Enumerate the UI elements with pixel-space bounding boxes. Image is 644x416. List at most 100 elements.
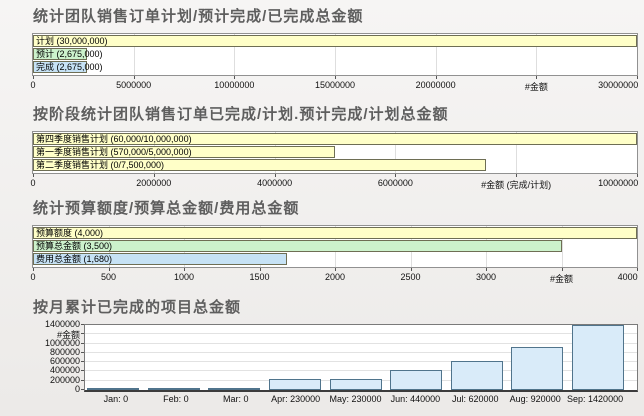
tick-label: 0: [30, 272, 36, 282]
tick-mark: [108, 268, 110, 271]
gridline: [335, 34, 336, 75]
tick-mark: [335, 268, 336, 271]
bar: 预计 (2,675,000): [33, 48, 103, 60]
bar: 费用总金额 (1,680): [33, 253, 287, 265]
tick-label: 3000: [475, 272, 497, 282]
plot-area: 第四季度销售计划 (60,000/10,000,000) 第一季度销售计划 (57…: [32, 131, 638, 174]
tick-label: #金额: [524, 82, 548, 92]
chart-main: Jan: 0 Feb: 0 Mar: 0 Apr: 230000 May: 230000…: [84, 324, 638, 404]
gridline: [85, 351, 637, 353]
tick-mark: [637, 174, 638, 177]
vertical-chart: 0 200000 400000 600000 800000 1000000 #金额 14000…: [32, 319, 638, 404]
tick-label: 15000000: [314, 80, 356, 90]
chart-section-sales-plan: 统计团队销售订单计划/预计完成/已完成总金额 计划 (30,000,000) 预计…: [30, 8, 639, 92]
bars: [87, 325, 624, 390]
chart-title: 按月累计已完成的项目总金额: [33, 299, 242, 316]
tick-label: #金额: [56, 330, 80, 341]
tick-label: 600000: [49, 356, 80, 367]
gridline: [85, 370, 637, 372]
x-tick-label: Sep: 1420000: [567, 394, 624, 404]
tick-mark: [81, 351, 84, 353]
chart-title: 按阶段统计团队销售订单已完成/计划.预计完成/计划总金额: [33, 106, 449, 123]
tick-label: 1000000: [44, 337, 80, 348]
tick-label: 500: [100, 272, 117, 282]
bar: [329, 379, 382, 390]
gridline: [536, 34, 538, 75]
x-tick-label: Feb: 0: [163, 394, 189, 404]
tick-mark: [184, 268, 185, 271]
chart-section-sales-by-stage: 按阶段统计团队销售订单已完成/计划.预计完成/计划总金额 第四季度销售计划 (6…: [30, 106, 638, 190]
bar-label: 完成 (2,675,000): [36, 62, 103, 72]
chart-sales-plan: 计划 (30,000,000) 预计 (2,675,000) 完成 (2,675,0…: [30, 33, 639, 92]
gridline: [85, 333, 637, 335]
y-axis: 0 200000 400000 600000 800000 1000000 #金额 14000…: [32, 319, 84, 394]
tick-mark: [81, 361, 84, 363]
tick-label: #金额 (完成/计划): [481, 180, 552, 190]
tick-label: 6000000: [377, 178, 413, 188]
gridline: [234, 34, 236, 75]
bar-label: 第四季度销售计划 (60,000/10,000,000): [36, 134, 192, 144]
tick-label: 800000: [49, 346, 80, 357]
gridline: [516, 132, 518, 173]
bar: [511, 347, 564, 390]
x-axis: 0 2000000 4000000 6000000 #金额 (完成/计划) 1000000…: [30, 174, 638, 190]
tick-mark: [637, 76, 638, 79]
plot-area: [84, 324, 638, 392]
tick-mark: [536, 76, 538, 79]
x-tick-label: Mar: 0: [222, 394, 249, 404]
chart-monthly-cumulative: 0 200000 400000 600000 800000 1000000 #金额 14000…: [32, 319, 638, 404]
bar: 第四季度销售计划 (60,000/10,000,000): [33, 133, 637, 145]
tick-mark: [410, 268, 412, 271]
bar: 预算额度 (4,000): [33, 227, 637, 239]
bar: [450, 361, 503, 390]
gridline: [85, 361, 637, 363]
tick-label: 400000: [49, 365, 80, 376]
gridline: [85, 342, 637, 344]
tick-label: 200000: [49, 374, 80, 385]
gridline: [395, 132, 397, 173]
bar: 第一季度销售计划 (570,000/5,000,000): [33, 146, 335, 158]
tick-mark: [81, 324, 84, 325]
tick-mark: [561, 268, 563, 271]
x-axis: 0 5000000 10000000 15000000 20000000 #金额 30000…: [30, 76, 639, 92]
chart-section-monthly-cumulative: 按月累计已完成的项目总金额 0 200000 400000 600000 800000 1…: [32, 299, 638, 404]
bar: [208, 388, 261, 390]
bar-label: 预计 (2,675,000): [36, 49, 103, 59]
tick-mark: [133, 76, 135, 79]
chart-title: 统计团队销售订单计划/预计完成/已完成总金额: [33, 8, 364, 25]
tick-label: 4000000: [257, 178, 293, 188]
x-tick-label: Jul: 620000: [452, 394, 499, 404]
tick-label: 1500: [249, 272, 270, 282]
x-axis: Jan: 0 Feb: 0 Mar: 0 Apr: 230000 May: 230000…: [86, 394, 625, 404]
x-tick-label: May: 230000: [329, 394, 382, 404]
tick-label: 2500: [400, 272, 421, 282]
bar-label: 第二季度销售计划 (0/7,500,000): [36, 160, 165, 170]
tick-label: 0: [30, 178, 36, 188]
tick-mark: [33, 268, 34, 271]
tick-mark: [335, 76, 336, 79]
tick-mark: [33, 174, 34, 177]
chart-budget: 预算额度 (4,000) 预算总金额 (3,500) 费用总金额 (1,680) 0 5…: [30, 225, 638, 284]
plot-area: 预算额度 (4,000) 预算总金额 (3,500) 费用总金额 (1,680): [32, 225, 638, 268]
tick-label: 30000000: [598, 80, 639, 90]
tick-mark: [81, 333, 84, 335]
tick-mark: [81, 389, 84, 390]
bar: 第二季度销售计划 (0/7,500,000): [33, 159, 486, 171]
tick-label: 1000: [173, 272, 195, 282]
tick-label: 1400000: [44, 319, 80, 329]
x-axis: 0 500 1000 1500 2000 2500 3000 #金额 4000: [30, 268, 638, 284]
tick-mark: [395, 174, 397, 177]
bar: [390, 369, 443, 390]
tick-label: 0: [74, 384, 80, 394]
tick-mark: [234, 76, 236, 79]
chart-title: 统计预算额度/预算总金额/费用总金额: [33, 200, 300, 217]
tick-mark: [637, 268, 638, 271]
bar-label: 预算额度 (4,000): [36, 228, 104, 238]
tick-label: 20000000: [415, 80, 456, 90]
chart-section-budget: 统计预算额度/预算总金额/费用总金额 预算额度 (4,000) 预算总金额 (3,…: [30, 200, 638, 284]
tick-mark: [516, 174, 518, 177]
bar-label: 第一季度销售计划 (570,000/5,000,000): [36, 147, 192, 157]
tick-mark: [81, 379, 84, 381]
tick-mark: [153, 174, 155, 177]
tick-mark: [259, 268, 261, 271]
